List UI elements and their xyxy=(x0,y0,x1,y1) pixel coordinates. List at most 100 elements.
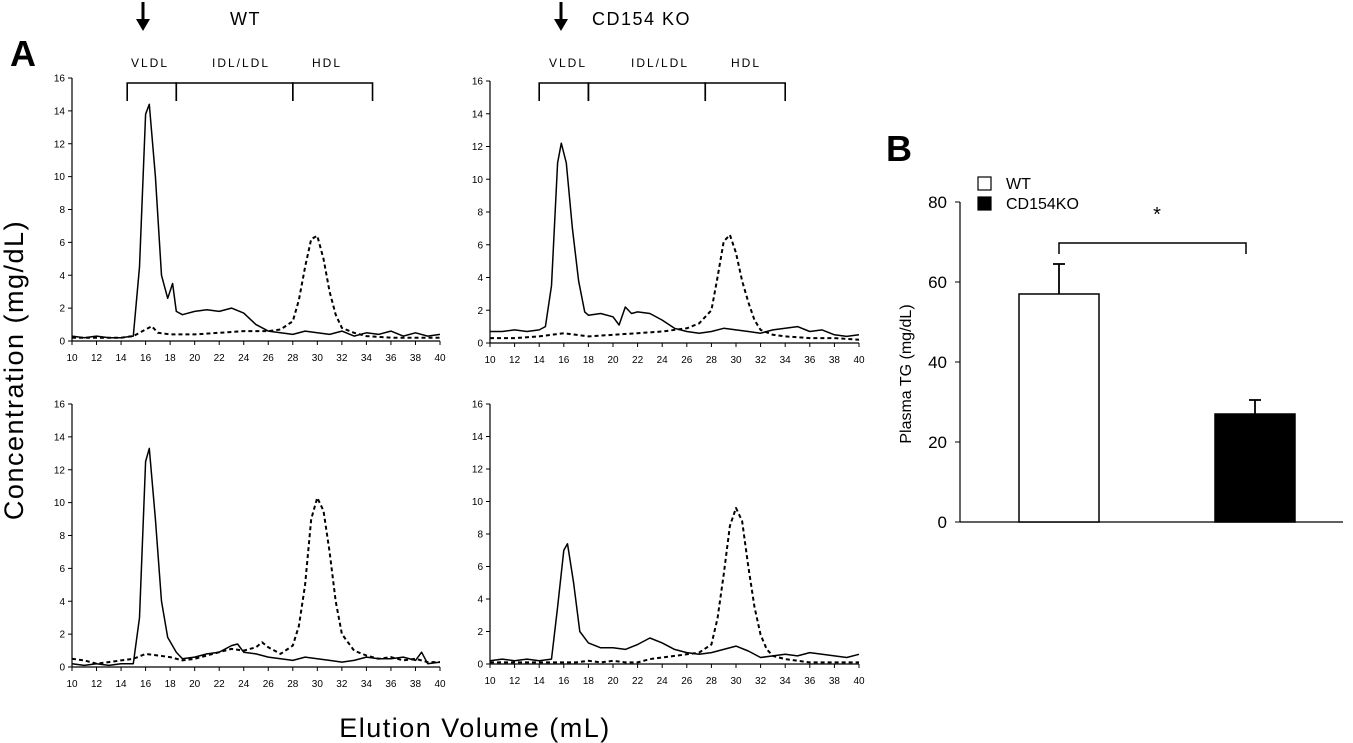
x-tick-label: 36 xyxy=(804,676,816,687)
x-tick-label: 32 xyxy=(336,353,348,364)
significance-star: * xyxy=(1153,204,1161,226)
x-tick-label: 40 xyxy=(853,355,865,366)
fraction-bracket xyxy=(704,82,786,101)
y-tick-label: 14 xyxy=(472,432,484,443)
panel-b-y-axis-label: Plasma TG (mg/dL) xyxy=(898,304,915,443)
x-tick-label: 10 xyxy=(66,353,78,364)
x-tick-label: 40 xyxy=(434,353,446,364)
y-tick-label: 6 xyxy=(477,562,483,573)
y-tick-label: 2 xyxy=(477,627,483,638)
ko-fraction-idl-ldl: IDL/LDL xyxy=(631,56,689,70)
x-tick-label: 20 xyxy=(189,353,201,364)
x-tick-label: 34 xyxy=(361,353,373,364)
y-tick-label: 0 xyxy=(59,663,65,674)
wt-fraction-hdl: HDL xyxy=(312,56,342,70)
x-tick-label: 30 xyxy=(312,353,324,364)
fraction-bracket xyxy=(175,82,294,101)
x-tick-label: 34 xyxy=(780,355,792,366)
x-tick-label: 26 xyxy=(681,676,693,687)
x-tick-label: 34 xyxy=(361,679,373,690)
x-tick-label: 26 xyxy=(263,679,275,690)
x-tick-label: 38 xyxy=(410,679,422,690)
y-tick-label: 8 xyxy=(477,530,483,541)
y-tick-label: 10 xyxy=(472,175,484,186)
y-tick-label: 12 xyxy=(54,139,66,150)
solid-series-line xyxy=(489,543,860,662)
x-tick-label: 32 xyxy=(755,676,767,687)
x-tick-label: 22 xyxy=(214,679,226,690)
dashed-series-line xyxy=(490,233,860,341)
y-tick-label: 8 xyxy=(477,208,483,219)
y-tick-label: 8 xyxy=(59,205,65,216)
y-tick-label: 14 xyxy=(54,106,66,117)
x-tick-label: 20 xyxy=(607,355,619,366)
x-tick-label: 36 xyxy=(804,355,816,366)
ko-fraction-hdl: HDL xyxy=(731,56,761,70)
x-tick-label: 26 xyxy=(681,355,693,366)
dashed-series-line xyxy=(72,234,440,339)
x-tick-label: 38 xyxy=(410,353,422,364)
x-tick-label: 12 xyxy=(509,676,521,687)
x-tick-label: 26 xyxy=(263,353,275,364)
legend-wt-swatch xyxy=(977,176,992,191)
solid-series-line xyxy=(71,103,441,339)
y-tick-label: 16 xyxy=(54,74,66,85)
y-tick-label: 10 xyxy=(54,172,66,183)
x-tick-label: 22 xyxy=(214,353,226,364)
y-tick-label: 4 xyxy=(477,595,483,606)
y-tick-label: 0 xyxy=(477,339,483,350)
x-tick-label: 10 xyxy=(484,355,496,366)
x-tick-label: 30 xyxy=(730,676,742,687)
bar-y-tick-label: 20 xyxy=(928,433,947,452)
x-tick-label: 18 xyxy=(583,676,595,687)
x-tick-label: 24 xyxy=(238,353,250,364)
legend-ko-label: CD154KO xyxy=(1006,196,1079,213)
y-tick-label: 4 xyxy=(59,597,65,608)
wt-column-title: WT xyxy=(230,9,261,29)
x-tick-label: 20 xyxy=(189,679,201,690)
y-tick-label: 0 xyxy=(477,660,483,671)
y-tick-label: 2 xyxy=(477,306,483,317)
bar-y-tick-label: 40 xyxy=(928,353,947,372)
fraction-bracket xyxy=(292,82,374,101)
legend-wt-label: WT xyxy=(1006,176,1031,193)
x-tick-label: 34 xyxy=(780,676,792,687)
x-tick-label: 24 xyxy=(657,355,669,366)
fraction-bracket xyxy=(538,82,590,101)
y-tick-label: 14 xyxy=(472,109,484,120)
x-tick-label: 14 xyxy=(116,679,128,690)
ko-fraction-vldl: VLDL xyxy=(549,56,587,70)
x-tick-label: 36 xyxy=(385,353,397,364)
x-tick-label: 14 xyxy=(534,355,546,366)
y-tick-label: 6 xyxy=(59,564,65,575)
y-tick-label: 2 xyxy=(59,630,65,641)
x-tick-label: 40 xyxy=(434,679,446,690)
x-tick-label: 18 xyxy=(583,355,595,366)
x-tick-label: 10 xyxy=(484,676,496,687)
tg-bar-chart: 0 20 40 60 80 * xyxy=(928,193,1343,532)
legend: WT CD154KO xyxy=(977,176,1079,213)
x-tick-label: 16 xyxy=(140,353,152,364)
y-tick-label: 16 xyxy=(472,400,484,411)
y-tick-label: 10 xyxy=(54,498,66,509)
bar-y-tick-label: 0 xyxy=(938,513,947,532)
x-tick-label: 28 xyxy=(706,676,718,687)
y-tick-label: 12 xyxy=(54,465,66,476)
panel-a-letter: A xyxy=(10,33,36,74)
x-tick-label: 38 xyxy=(829,676,841,687)
x-tick-label: 28 xyxy=(287,353,299,364)
panel-a-x-axis-label: Elution Volume (mL) xyxy=(339,713,611,743)
y-tick-label: 16 xyxy=(472,77,484,88)
x-tick-label: 20 xyxy=(607,676,619,687)
y-tick-label: 4 xyxy=(59,271,65,282)
x-tick-label: 12 xyxy=(509,355,521,366)
wt-arrow-icon xyxy=(136,2,150,31)
x-tick-label: 10 xyxy=(66,679,78,690)
x-tick-label: 18 xyxy=(165,679,177,690)
y-tick-label: 10 xyxy=(472,497,484,508)
x-tick-label: 12 xyxy=(91,353,103,364)
x-tick-label: 24 xyxy=(657,676,669,687)
